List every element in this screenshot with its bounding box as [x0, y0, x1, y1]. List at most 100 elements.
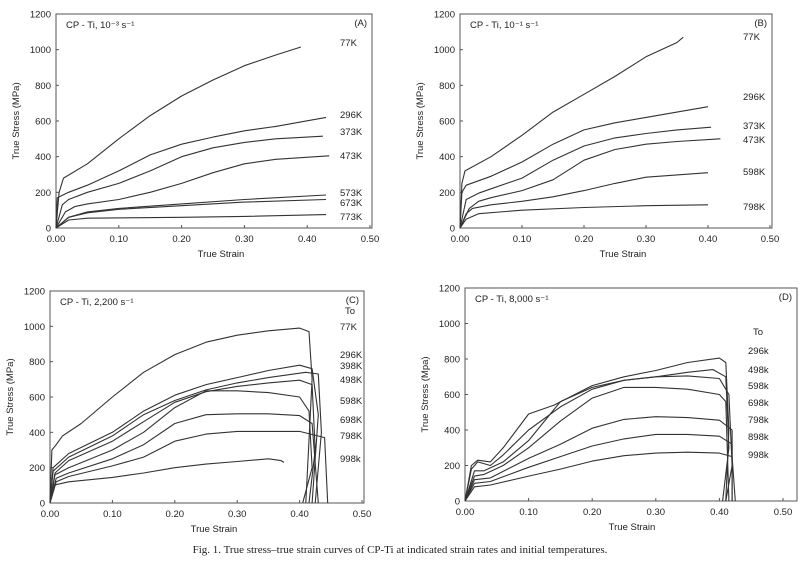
series-line-296K	[49, 364, 319, 504]
x-tick-label: 0.10	[513, 234, 532, 245]
series-label: 77K	[340, 322, 358, 333]
series-label: 998k	[340, 454, 361, 465]
y-axis-label: True Stress (MPa)	[415, 82, 426, 159]
panel-label: (C)	[346, 295, 359, 306]
series-label: 398K	[340, 361, 363, 372]
series-label: 798k	[748, 415, 769, 426]
series-line-698k	[464, 386, 730, 502]
y-tick-label: 1000	[24, 322, 45, 333]
x-tick-label: 0.40	[710, 507, 729, 518]
series-label: 773K	[340, 212, 363, 223]
series-line-77K	[459, 36, 684, 229]
y-tick-label: 0	[40, 499, 45, 510]
series-label: 296K	[743, 92, 766, 103]
series-label: 573K	[340, 188, 363, 199]
y-tick-label: 600	[35, 117, 51, 128]
x-tick-label: 0.00	[47, 234, 66, 245]
temperature-header: To	[345, 306, 355, 317]
series-line-77K	[49, 327, 313, 504]
x-tick-label: 0.10	[519, 507, 538, 518]
x-tick-label: 0.50	[774, 507, 793, 518]
series-label: 77K	[340, 38, 358, 49]
chart-title: CP - Ti, 10⁻¹ s⁻¹	[470, 20, 538, 31]
chart-panel-a: 0.00 0.10 0.20 0.30 0.40 0.50 0 200 400 600 800 100…	[11, 10, 379, 261]
series-line-598K	[459, 172, 709, 229]
series-label: 998k	[748, 450, 769, 461]
y-tick-label: 0	[46, 224, 51, 235]
x-tick-label: 0.00	[451, 234, 470, 245]
series-label: 77K	[743, 32, 761, 43]
series-line-798K	[49, 430, 329, 504]
x-axis-label: True Strain	[198, 249, 245, 260]
series-label: 598K	[340, 396, 363, 407]
y-tick-label: 800	[29, 357, 45, 368]
panel-label: (A)	[354, 18, 367, 29]
series-line-498K	[49, 379, 316, 504]
x-tick-label: 0.00	[456, 507, 475, 518]
x-tick-label: 0.20	[575, 234, 594, 245]
plot-frame	[464, 287, 798, 502]
series-line-798K	[459, 204, 709, 229]
series-label: 673K	[340, 198, 363, 209]
y-tick-label: 200	[439, 188, 455, 199]
series-line-498k	[464, 369, 730, 502]
y-tick-label: 1200	[434, 10, 455, 21]
y-axis-label: True Stress (MPa)	[5, 358, 16, 435]
series-line-473K	[459, 138, 721, 229]
x-tick-label: 0.10	[103, 509, 122, 520]
y-tick-label: 1200	[24, 287, 45, 298]
y-tick-label: 800	[444, 355, 460, 366]
x-tick-label: 0.00	[41, 509, 60, 520]
chart-panel-c: 0.00 0.10 0.20 0.30 0.40 0.50 0 200 400 600 800 100…	[5, 287, 371, 536]
series-label: 296K	[340, 110, 363, 121]
x-tick-label: 0.20	[172, 234, 191, 245]
y-tick-label: 1000	[434, 45, 455, 56]
y-tick-label: 200	[444, 461, 460, 472]
series-label: 373K	[743, 121, 766, 132]
chart-title: CP - Ti, 2,200 s⁻¹	[60, 297, 133, 308]
series-label: 698k	[748, 398, 769, 409]
y-tick-label: 400	[35, 152, 51, 163]
series-label: 473K	[340, 151, 363, 162]
series-line-698K	[49, 413, 319, 504]
series-label: 373K	[340, 127, 363, 138]
series-line-773K	[55, 214, 327, 229]
x-tick-label: 0.30	[235, 234, 254, 245]
y-tick-label: 600	[444, 390, 460, 401]
plot-frame	[49, 290, 365, 504]
x-axis-label: True Strain	[600, 249, 647, 260]
y-tick-label: 1000	[30, 45, 51, 56]
x-tick-label: 0.10	[110, 234, 129, 245]
chart-title: CP - Ti, 8,000 s⁻¹	[475, 294, 548, 305]
series-label: 296k	[748, 346, 769, 357]
x-tick-label: 0.30	[637, 234, 656, 245]
y-axis-label: True Stress (Mpa)	[420, 356, 431, 432]
x-tick-label: 0.40	[290, 509, 309, 520]
series-line-798k	[464, 416, 733, 502]
chart-panel-d: 0.00 0.10 0.20 0.30 0.40 0.50 0 200 400 600 800 100…	[420, 284, 798, 533]
series-line-296K	[55, 116, 327, 229]
x-tick-label: 0.40	[699, 234, 718, 245]
temperature-header: To	[753, 327, 763, 338]
x-tick-label: 0.50	[353, 509, 372, 520]
series-line-373K	[55, 135, 323, 229]
panel-label: (D)	[779, 292, 792, 303]
y-tick-label: 0	[450, 224, 455, 235]
series-label: 473K	[743, 135, 766, 146]
y-tick-label: 1200	[439, 284, 460, 295]
x-tick-label: 0.40	[298, 234, 317, 245]
y-tick-label: 600	[439, 117, 455, 128]
y-tick-label: 1000	[439, 319, 460, 330]
y-tick-label: 0	[455, 497, 460, 508]
x-axis-label: True Strain	[609, 522, 656, 533]
x-tick-label: 0.50	[761, 234, 780, 245]
x-tick-label: 0.30	[228, 509, 247, 520]
series-label: 296K	[340, 350, 363, 361]
chart-title: CP - Ti, 10⁻³ s⁻¹	[66, 20, 134, 31]
series-line-296K	[459, 106, 709, 229]
series-line-598K	[49, 390, 313, 504]
series-label: 698K	[340, 415, 363, 426]
series-line-673K	[55, 198, 327, 229]
series-label: 498k	[748, 365, 769, 376]
